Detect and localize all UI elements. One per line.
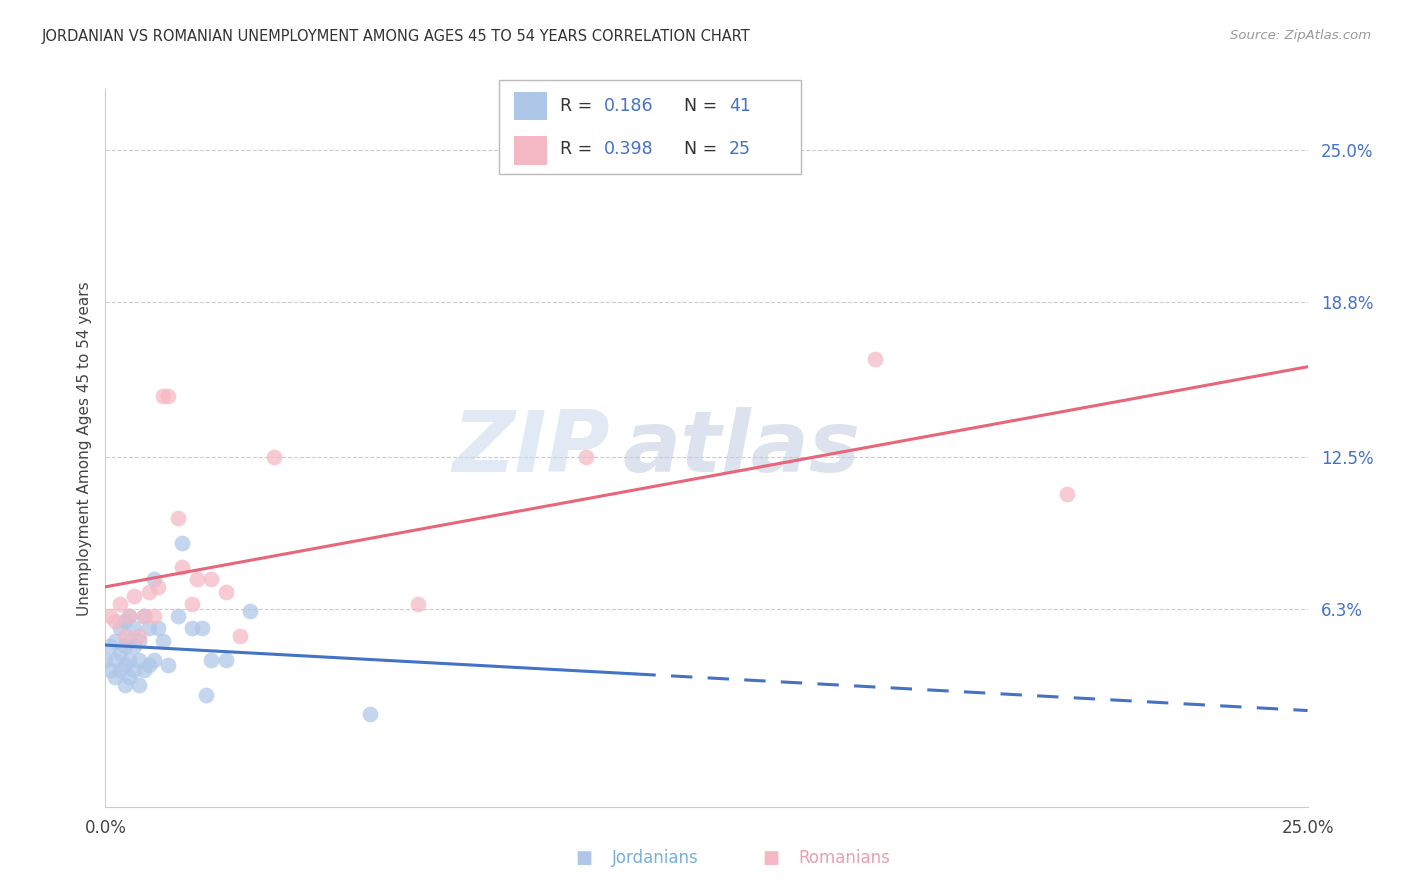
Point: [98, 639, 121, 653]
Point: [124, 639, 146, 653]
Point: [104, 614, 127, 628]
Text: 41: 41: [728, 96, 751, 114]
Point: [1056, 486, 1078, 500]
Point: [98, 663, 121, 677]
Point: [190, 621, 212, 635]
Point: [108, 621, 131, 635]
Text: ■: ■: [575, 849, 592, 867]
Point: [104, 670, 127, 684]
Text: R =: R =: [560, 96, 598, 114]
Point: [359, 707, 381, 722]
Point: [104, 653, 127, 667]
Text: JORDANIAN VS ROMANIAN UNEMPLOYMENT AMONG AGES 45 TO 54 YEARS CORRELATION CHART: JORDANIAN VS ROMANIAN UNEMPLOYMENT AMONG…: [42, 29, 751, 44]
Point: [166, 511, 188, 525]
Point: [172, 560, 194, 574]
Point: [132, 609, 155, 624]
Point: [128, 633, 150, 648]
Point: [142, 609, 165, 624]
Point: [181, 621, 204, 635]
Point: [152, 388, 174, 402]
Point: [124, 621, 146, 635]
Y-axis label: Unemployment Among Ages 45 to 54 years: Unemployment Among Ages 45 to 54 years: [76, 281, 91, 615]
Point: [239, 604, 262, 618]
Point: [132, 663, 155, 677]
Point: [152, 633, 174, 648]
FancyBboxPatch shape: [499, 80, 801, 174]
Text: Jordanians: Jordanians: [612, 849, 699, 867]
Point: [214, 653, 236, 667]
Point: [229, 629, 252, 643]
Point: [108, 597, 131, 611]
Point: [214, 584, 236, 599]
Text: Source: ZipAtlas.com: Source: ZipAtlas.com: [1230, 29, 1371, 42]
Point: [172, 535, 194, 549]
Text: atlas: atlas: [623, 407, 860, 490]
Point: [114, 614, 136, 628]
Point: [114, 629, 136, 643]
Text: R =: R =: [560, 140, 598, 158]
Point: [156, 658, 179, 673]
Point: [142, 572, 165, 586]
Point: [128, 678, 150, 692]
Point: [138, 584, 160, 599]
Point: [863, 351, 886, 366]
Text: Romanians: Romanians: [799, 849, 890, 867]
Point: [114, 678, 136, 692]
Point: [200, 572, 222, 586]
Point: [166, 609, 188, 624]
Point: [118, 609, 141, 624]
Text: ■: ■: [762, 849, 779, 867]
Text: 0.398: 0.398: [603, 140, 652, 158]
Point: [108, 663, 131, 677]
Point: [114, 639, 136, 653]
Text: 0.186: 0.186: [603, 96, 652, 114]
Point: [142, 653, 165, 667]
Point: [128, 653, 150, 667]
Point: [575, 450, 598, 464]
Point: [108, 646, 131, 660]
Text: N =: N =: [673, 140, 723, 158]
Text: ZIP: ZIP: [453, 407, 610, 490]
Text: N =: N =: [673, 96, 723, 114]
Point: [132, 609, 155, 624]
Point: [138, 621, 160, 635]
Point: [94, 653, 117, 667]
Point: [124, 590, 146, 604]
Point: [195, 688, 218, 702]
FancyBboxPatch shape: [515, 136, 547, 164]
Point: [138, 658, 160, 673]
Text: 25: 25: [728, 140, 751, 158]
Point: [118, 653, 141, 667]
Point: [118, 633, 141, 648]
Point: [118, 670, 141, 684]
Point: [186, 572, 208, 586]
FancyBboxPatch shape: [515, 92, 547, 120]
Point: [156, 388, 179, 402]
Point: [98, 609, 121, 624]
Point: [181, 597, 204, 611]
Point: [118, 609, 141, 624]
Point: [128, 629, 150, 643]
Point: [148, 621, 170, 635]
Point: [200, 653, 222, 667]
Point: [114, 658, 136, 673]
Point: [406, 597, 429, 611]
Point: [148, 580, 170, 594]
Point: [263, 450, 285, 464]
Point: [104, 633, 127, 648]
Point: [124, 663, 146, 677]
